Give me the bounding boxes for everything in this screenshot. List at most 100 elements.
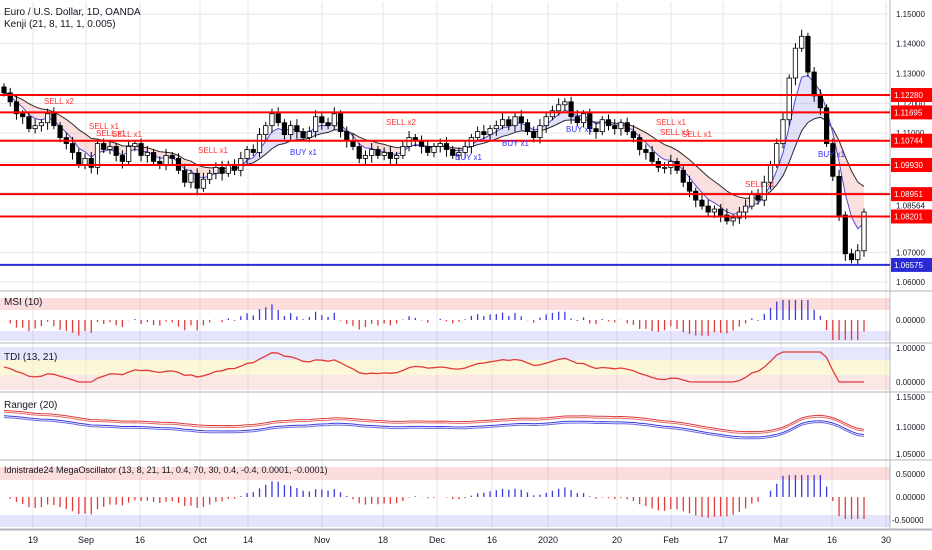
trend-cloud-segment [271, 128, 279, 149]
oscillator-lower-band [0, 515, 890, 527]
candle [786, 77, 792, 121]
candle [194, 172, 200, 189]
candle [381, 152, 387, 156]
candle [207, 172, 213, 180]
candle [406, 137, 412, 147]
time-tick-label: Sep [78, 535, 94, 545]
trend-cloud-segment [801, 75, 808, 131]
trend-cloud-segment [60, 115, 67, 133]
candle [319, 116, 325, 124]
candle [356, 146, 362, 159]
price-level-badge [891, 133, 932, 148]
candle [805, 35, 811, 73]
candle [169, 155, 175, 159]
candle [649, 152, 655, 162]
candle [275, 113, 281, 124]
buy-signal-label: BUY x1 [502, 139, 530, 148]
trend-cloud-segment [552, 114, 559, 127]
trend-cloud-segment [85, 133, 92, 158]
tdi-tick-label: 1.00000 [896, 344, 925, 353]
price-tick-label: 1.06000 [896, 278, 925, 287]
candle [518, 116, 524, 124]
trend-cloud-segment [789, 99, 796, 163]
candle [493, 125, 499, 130]
trend-cloud-segment [153, 149, 160, 159]
oscillator-tick-label: 0.50000 [896, 470, 925, 479]
sell-signal-label: SELL x1 [96, 129, 126, 138]
candle [612, 125, 618, 130]
sell-signal-label: SELL x1 [660, 128, 690, 137]
candle [599, 119, 605, 133]
candle [468, 137, 474, 147]
candle [375, 149, 381, 156]
candle [107, 146, 113, 150]
candle [799, 35, 805, 49]
candle [475, 131, 481, 138]
trend-cloud-segment [782, 126, 790, 176]
candle [699, 199, 705, 207]
candle [94, 143, 101, 168]
candle [344, 131, 350, 141]
trend-cloud-segment [658, 141, 665, 160]
candle [456, 152, 462, 156]
trend-cloud-segment [365, 139, 372, 149]
candle [450, 149, 456, 156]
candle [244, 149, 250, 159]
trend-cloud-segment [670, 147, 678, 164]
price-tick-label: 1.12000 [896, 99, 925, 108]
ranger-panel-label: Ranger (20) [4, 400, 58, 411]
candle [387, 152, 393, 159]
time-tick-label: 16 [135, 535, 145, 545]
sell-signal-label: SELL x1 [656, 118, 686, 127]
candle [157, 161, 163, 165]
msi-tick-label: 0.00000 [896, 316, 925, 325]
price-level-badge [891, 157, 932, 172]
trend-cloud-segment [546, 119, 553, 130]
price-level-badge [891, 209, 932, 224]
price-level-badge-label: 1.12280 [894, 91, 923, 100]
price-level-badge-label: 1.08201 [894, 212, 923, 221]
candle [630, 131, 637, 138]
tdi-line [3, 351, 864, 383]
candle [263, 125, 269, 135]
time-tick-label: 16 [487, 535, 497, 545]
candle [742, 205, 749, 213]
candle [312, 116, 319, 133]
candle [431, 146, 437, 153]
time-tick-label: 2020 [538, 535, 558, 545]
trend-cloud-segment [639, 129, 646, 143]
candle [749, 193, 755, 207]
trend-cloud-segment [465, 145, 472, 150]
candle [300, 131, 306, 138]
candle [587, 113, 593, 130]
kenji-indicator-label: Kenji (21, 8, 11, 1, 0.005) [4, 19, 116, 30]
candle [543, 116, 549, 127]
ranger-tick-label: 1.15000 [896, 393, 925, 402]
price-level-badge-label: 1.08951 [894, 190, 923, 199]
trend-cloud-segment [689, 159, 696, 186]
buy-signal-label: BUY x1 [818, 150, 846, 159]
trend-cloud-segment [265, 131, 272, 155]
candle [792, 47, 799, 79]
candle [331, 113, 337, 127]
candle [643, 149, 649, 153]
candle [119, 155, 126, 162]
price-tick-label: 1.11000 [896, 129, 925, 138]
candle [126, 146, 132, 162]
candle [144, 152, 150, 156]
candle [549, 110, 556, 118]
candle [811, 71, 817, 97]
msi-panel-label: MSI (10) [4, 297, 43, 308]
candle [394, 155, 400, 159]
candle [188, 172, 194, 183]
sell-signal-label: SELL x1 [112, 130, 142, 139]
candle [506, 119, 512, 127]
oscillator-tick-label: -0.50000 [892, 516, 924, 525]
candle [38, 122, 44, 127]
oscillator-upper-band [0, 467, 890, 480]
candle [325, 122, 331, 127]
trend-cloud-segment [851, 171, 858, 229]
buy-signal-label: BUY x1 [455, 153, 483, 162]
